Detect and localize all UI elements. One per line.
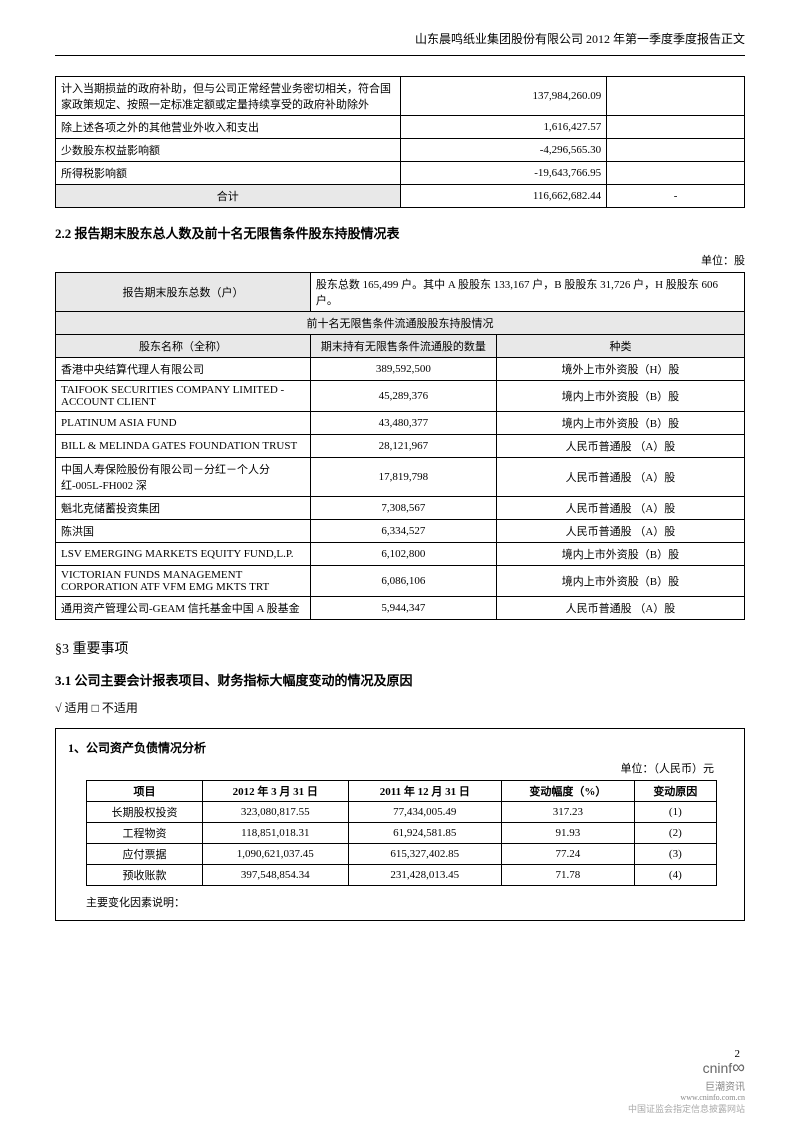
sh-type: 境外上市外资股（H）股	[496, 358, 744, 381]
sh-total-value: 股东总数 165,499 户。其中 A 股股东 133,167 户，B 股股东 …	[310, 273, 744, 312]
table-balance-analysis: 项目 2012 年 3 月 31 日 2011 年 12 月 31 日 变动幅度…	[86, 780, 717, 886]
sh-name: PLATINUM ASIA FUND	[56, 412, 311, 435]
ba-v1: 1,090,621,037.45	[202, 844, 348, 865]
ba-item: 长期股权投资	[87, 802, 203, 823]
footer-brand-cn: 巨潮资讯	[55, 1078, 745, 1093]
section-2-2-title: 2.2 报告期末股东总人数及前十名无限售条件股东持股情况表	[55, 223, 745, 242]
ba-pct: 91.93	[501, 823, 634, 844]
col-item: 项目	[87, 781, 203, 802]
total-value: 116,662,682.44	[400, 185, 607, 208]
sh-type: 人民币普通股 （A）股	[496, 435, 744, 458]
footer-url: www.cninfo.com.cn	[55, 1093, 745, 1102]
ba-v1: 397,548,854.34	[202, 865, 348, 886]
sh-total-label: 报告期末股东总数（户）	[56, 273, 311, 312]
sh-shares: 28,121,967	[310, 435, 496, 458]
ba-item: 预收账款	[87, 865, 203, 886]
page-header: 山东晨鸣纸业集团股份有限公司 2012 年第一季度季度报告正文	[55, 30, 745, 47]
ba-item: 工程物资	[87, 823, 203, 844]
sh-name: 香港中央结算代理人有限公司	[56, 358, 311, 381]
sh-type: 人民币普通股 （A）股	[496, 458, 744, 497]
sh-col1: 股东名称（全称）	[56, 335, 311, 358]
sh-type: 境内上市外资股（B）股	[496, 381, 744, 412]
ba-v2: 77,434,005.49	[348, 802, 501, 823]
table-non-recurring-items: 计入当期损益的政府补助，但与公司正常经营业务密切相关，符合国家政策规定、按照一定…	[55, 76, 745, 208]
total-note: -	[607, 185, 745, 208]
footer-disclosure: 中国证监会指定信息披露网站	[55, 1102, 745, 1115]
sh-shares: 6,086,106	[310, 566, 496, 597]
sh-col3: 种类	[496, 335, 744, 358]
sh-subhead: 前十名无限售条件流通股股东持股情况	[56, 312, 745, 335]
sh-name: 魁北克储蓄投资集团	[56, 497, 311, 520]
infinity-icon: ∞	[732, 1057, 745, 1077]
sh-type: 人民币普通股 （A）股	[496, 520, 744, 543]
box-title: 1、公司资产负债情况分析	[68, 739, 732, 756]
ba-reason: (1)	[634, 802, 716, 823]
sh-name: 通用资产管理公司-GEAM 信托基金中国 A 股基金	[56, 597, 311, 620]
item-label: 所得税影响额	[56, 162, 401, 185]
ba-v2: 615,327,402.85	[348, 844, 501, 865]
ba-pct: 71.78	[501, 865, 634, 886]
sh-name: VICTORIAN FUNDS MANAGEMENT CORPORATION A…	[56, 566, 311, 597]
sh-col2: 期末持有无限售条件流通股的数量	[310, 335, 496, 358]
sh-name: BILL & MELINDA GATES FOUNDATION TRUST	[56, 435, 311, 458]
item-note	[607, 77, 745, 116]
sh-type: 人民币普通股 （A）股	[496, 597, 744, 620]
header-divider	[55, 55, 745, 56]
item-label: 除上述各项之外的其他营业外收入和支出	[56, 116, 401, 139]
table-shareholders: 报告期末股东总数（户） 股东总数 165,499 户。其中 A 股股东 133,…	[55, 272, 745, 620]
box-unit: 单位：（人民币）元	[68, 760, 714, 776]
ba-v1: 118,851,018.31	[202, 823, 348, 844]
col-2012: 2012 年 3 月 31 日	[202, 781, 348, 802]
item-value: -4,296,565.30	[400, 139, 607, 162]
box-note: 主要变化因素说明：	[86, 894, 732, 910]
section-3-1-title: 3.1 公司主要会计报表项目、财务指标大幅度变动的情况及原因	[55, 670, 745, 689]
item-label: 计入当期损益的政府补助，但与公司正常经营业务密切相关，符合国家政策规定、按照一定…	[56, 77, 401, 116]
ba-pct: 317.23	[501, 802, 634, 823]
sh-name: TAIFOOK SECURITIES COMPANY LIMITED -ACCO…	[56, 381, 311, 412]
item-note	[607, 116, 745, 139]
analysis-box: 1、公司资产负债情况分析 单位：（人民币）元 项目 2012 年 3 月 31 …	[55, 728, 745, 921]
sh-shares: 6,102,800	[310, 543, 496, 566]
sh-name: 中国人寿保险股份有限公司－分红－个人分红-005L-FH002 深	[56, 458, 311, 497]
sh-shares: 6,334,527	[310, 520, 496, 543]
col-change: 变动幅度（%）	[501, 781, 634, 802]
sh-shares: 17,819,798	[310, 458, 496, 497]
item-note	[607, 139, 745, 162]
applicable-checkbox: √ 适用 □ 不适用	[55, 699, 745, 716]
item-note	[607, 162, 745, 185]
item-label: 少数股东权益影响额	[56, 139, 401, 162]
sh-name: 陈洪国	[56, 520, 311, 543]
footer: cninf∞ 巨潮资讯 www.cninfo.com.cn 中国证监会指定信息披…	[55, 1057, 745, 1115]
item-value: 1,616,427.57	[400, 116, 607, 139]
item-value: -19,643,766.95	[400, 162, 607, 185]
item-value: 137,984,260.09	[400, 77, 607, 116]
col-reason: 变动原因	[634, 781, 716, 802]
sh-type: 人民币普通股 （A）股	[496, 497, 744, 520]
sh-name: LSV EMERGING MARKETS EQUITY FUND,L.P.	[56, 543, 311, 566]
ba-v1: 323,080,817.55	[202, 802, 348, 823]
ba-reason: (3)	[634, 844, 716, 865]
total-label: 合计	[56, 185, 401, 208]
footer-brand: cninf	[703, 1060, 733, 1076]
col-2011: 2011 年 12 月 31 日	[348, 781, 501, 802]
ba-v2: 231,428,013.45	[348, 865, 501, 886]
sh-shares: 7,308,567	[310, 497, 496, 520]
ba-pct: 77.24	[501, 844, 634, 865]
sh-shares: 43,480,377	[310, 412, 496, 435]
sh-shares: 45,289,376	[310, 381, 496, 412]
sh-shares: 5,944,347	[310, 597, 496, 620]
ba-v2: 61,924,581.85	[348, 823, 501, 844]
sh-type: 境内上市外资股（B）股	[496, 412, 744, 435]
sh-type: 境内上市外资股（B）股	[496, 566, 744, 597]
sh-type: 境内上市外资股（B）股	[496, 543, 744, 566]
ba-reason: (2)	[634, 823, 716, 844]
section-3-title: §3 重要事项	[55, 638, 745, 658]
sh-shares: 389,592,500	[310, 358, 496, 381]
ba-reason: (4)	[634, 865, 716, 886]
unit-label: 单位：股	[55, 252, 745, 268]
ba-item: 应付票据	[87, 844, 203, 865]
footer-logo: cninf∞	[55, 1057, 745, 1078]
